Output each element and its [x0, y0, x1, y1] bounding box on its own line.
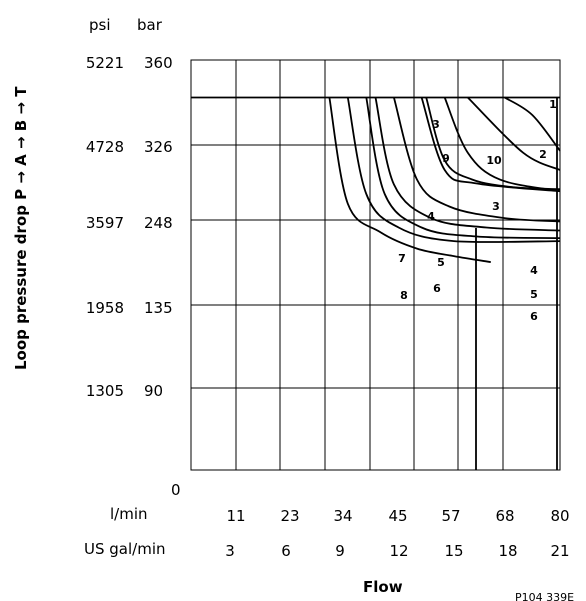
x-tick-usgal: 9: [335, 542, 345, 560]
x-unit-usgal: US gal/min: [84, 540, 166, 558]
x-tick-lmin: 23: [280, 507, 299, 525]
y-tick-bar: 326: [144, 138, 173, 156]
x-tick-lmin: 45: [388, 507, 407, 525]
y-tick-psi: 4728: [86, 138, 124, 156]
curve-label-4: 4: [530, 264, 538, 277]
curve-10: [425, 97, 561, 191]
curve-label-4: 4: [427, 210, 435, 223]
curve-9: [420, 97, 561, 193]
curves: [191, 96, 561, 470]
y-unit-psi: psi: [89, 16, 111, 34]
curve-7: [346, 97, 561, 243]
curve-label-5: 5: [437, 256, 445, 269]
curve-label-3: 3: [432, 118, 440, 131]
y-axis-title: Loop pressure drop P → A → B → T: [12, 86, 30, 370]
curve-label-7: 7: [398, 252, 406, 265]
x-tick-usgal: 3: [225, 542, 235, 560]
plot-frame: [190, 59, 561, 471]
curve-label-5: 5: [530, 288, 538, 301]
x-tick-lmin: 57: [441, 507, 460, 525]
y-zero-label: 0: [171, 481, 181, 499]
curve-label-6: 6: [433, 282, 441, 295]
curve-label-1: 1: [549, 98, 557, 111]
y-tick-bar: 248: [144, 214, 173, 232]
y-tick-bar: 135: [144, 299, 173, 317]
y-unit-bar: bar: [137, 16, 163, 34]
curve-label-10: 10: [486, 154, 502, 167]
y-tick-bar: 90: [144, 382, 163, 400]
curve-label-9: 9: [442, 152, 450, 165]
curve-1: [504, 96, 561, 152]
curve-labels: 1 2 3 3 9 10 4 4 5 5 6 6 7 8: [398, 98, 557, 323]
y-tick-psi: 1305: [86, 382, 124, 400]
curve-label-3: 3: [492, 200, 500, 213]
x-tick-lmin: 80: [550, 507, 569, 525]
curve-8: [328, 97, 491, 263]
y-tick-psi: 1958: [86, 299, 124, 317]
x-tick-usgal: 21: [550, 542, 569, 560]
x-tick-usgal: 6: [281, 542, 291, 560]
curve-6: [365, 97, 561, 239]
y-tick-psi: 3597: [86, 214, 124, 232]
curve-label-6: 6: [530, 310, 538, 323]
y-tick-bar: 360: [144, 54, 173, 72]
grid: [190, 59, 561, 471]
curve-2: [467, 96, 561, 171]
x-axis-title: Flow: [363, 578, 403, 596]
x-unit-lmin: l/min: [110, 505, 148, 523]
curve-5: [374, 97, 561, 232]
x-tick-usgal: 18: [498, 542, 517, 560]
x-tick-lmin: 34: [333, 507, 352, 525]
curve-3: [443, 97, 561, 193]
figure-code: P104 339E: [515, 591, 574, 601]
x-tick-usgal: 12: [389, 542, 408, 560]
curve-4: [393, 97, 561, 223]
curve-label-2: 2: [539, 148, 547, 161]
x-tick-usgal: 15: [444, 542, 463, 560]
y-tick-psi: 5221: [86, 54, 124, 72]
x-tick-lmin: 68: [495, 507, 514, 525]
curve-label-8: 8: [400, 289, 408, 302]
x-tick-lmin: 11: [226, 507, 245, 525]
